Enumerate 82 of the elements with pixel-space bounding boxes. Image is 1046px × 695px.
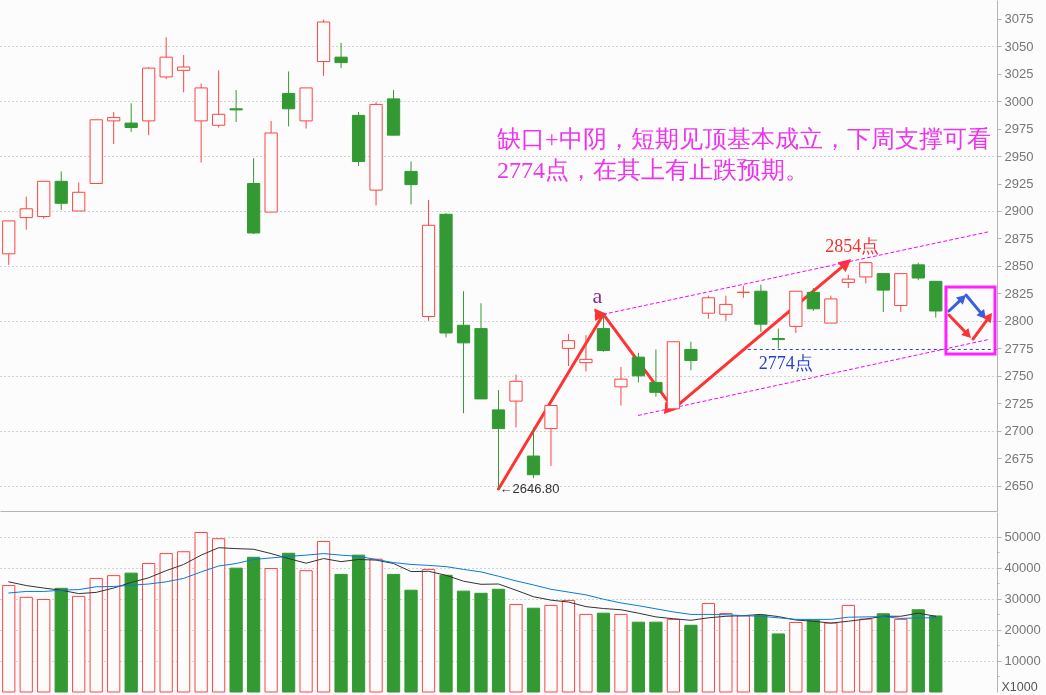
y-tick-label: 3050 — [1004, 38, 1034, 54]
bar — [247, 556, 261, 693]
bar — [684, 624, 698, 693]
bar — [439, 574, 453, 693]
bar — [474, 592, 488, 693]
y-tick-label: 50000 — [1004, 529, 1041, 545]
bar — [281, 552, 296, 693]
bar — [649, 621, 663, 693]
candlestick — [124, 102, 138, 133]
candlestick — [684, 341, 698, 371]
y-tick-label: 2925 — [1004, 176, 1034, 192]
candlestick — [54, 170, 68, 211]
bar — [491, 588, 506, 693]
candlestick — [719, 295, 733, 322]
annotation: 2854点 — [825, 235, 880, 256]
y-tick-label: 3025 — [1004, 66, 1034, 82]
candlestick — [579, 334, 593, 372]
candlestick — [159, 36, 173, 80]
y-tick-label: 2850 — [1004, 258, 1034, 274]
candlestick — [334, 42, 348, 69]
bar — [54, 587, 68, 693]
y-tick-label: 2700 — [1004, 423, 1034, 439]
y-tick-label: 2900 — [1004, 203, 1034, 219]
y-tick-label: 3075 — [1004, 11, 1034, 27]
bar — [929, 615, 943, 693]
candlestick — [107, 111, 121, 145]
bar — [754, 614, 768, 693]
candlestick — [544, 405, 558, 467]
candlestick — [229, 89, 243, 123]
y-tick-label: 2875 — [1004, 230, 1034, 246]
candlestick — [596, 313, 611, 353]
candlestick — [72, 181, 86, 212]
bar — [526, 607, 541, 693]
bar — [911, 609, 925, 693]
candlestick — [509, 374, 523, 428]
bar — [351, 554, 366, 693]
candlestick — [526, 426, 541, 479]
y-tick-label: 2950 — [1004, 148, 1034, 164]
candlestick — [212, 69, 226, 128]
y-tick-label: 10000 — [1004, 653, 1041, 669]
candlestick — [19, 196, 33, 231]
candlestick — [456, 290, 471, 414]
bar — [404, 589, 418, 693]
y-tick-label: 3000 — [1004, 93, 1034, 109]
bar — [806, 619, 820, 693]
candlestick — [177, 54, 191, 93]
y-tick-label: 30000 — [1004, 591, 1041, 607]
candlestick — [736, 285, 750, 299]
y-tick-label: 2800 — [1004, 313, 1034, 329]
candlestick — [631, 352, 646, 383]
y-axis-title: X1000 — [1001, 679, 1038, 694]
bar — [334, 573, 348, 693]
y-tick-label: 2825 — [1004, 285, 1034, 301]
ref-line-label: 2774点 — [758, 353, 813, 374]
y-tick-label: 40000 — [1004, 560, 1041, 576]
candlestick — [806, 287, 820, 312]
bar — [386, 573, 401, 693]
candlestick — [561, 333, 576, 367]
y-tick-label: 2725 — [1004, 395, 1034, 411]
bar — [771, 633, 785, 693]
y-tick-label: 20000 — [1004, 622, 1041, 638]
candlestick — [281, 70, 296, 127]
candlestick — [649, 348, 663, 398]
bar — [596, 612, 611, 693]
y-tick-label: 2675 — [1004, 450, 1034, 466]
bar — [631, 621, 646, 693]
y-tick-label: 2775 — [1004, 340, 1034, 356]
y-tick-label: 2975 — [1004, 121, 1034, 137]
annotation: a — [592, 283, 603, 309]
candlestick — [404, 161, 418, 205]
bar — [124, 572, 138, 693]
annotation: 缺口+中阴，短期见顶基本成立，下周支撑可看2774点，在其上有止跌预期。 — [497, 126, 991, 184]
y-tick-label: 2650 — [1004, 478, 1034, 494]
bar — [456, 590, 471, 693]
candlestick — [614, 366, 628, 406]
y-tick-label: 2750 — [1004, 368, 1034, 384]
candlestick — [876, 273, 890, 313]
annotation: ←2646.80 — [499, 481, 560, 497]
bar — [229, 567, 243, 693]
bar — [876, 613, 890, 693]
candlestick — [701, 295, 716, 320]
candlestick — [771, 328, 785, 349]
